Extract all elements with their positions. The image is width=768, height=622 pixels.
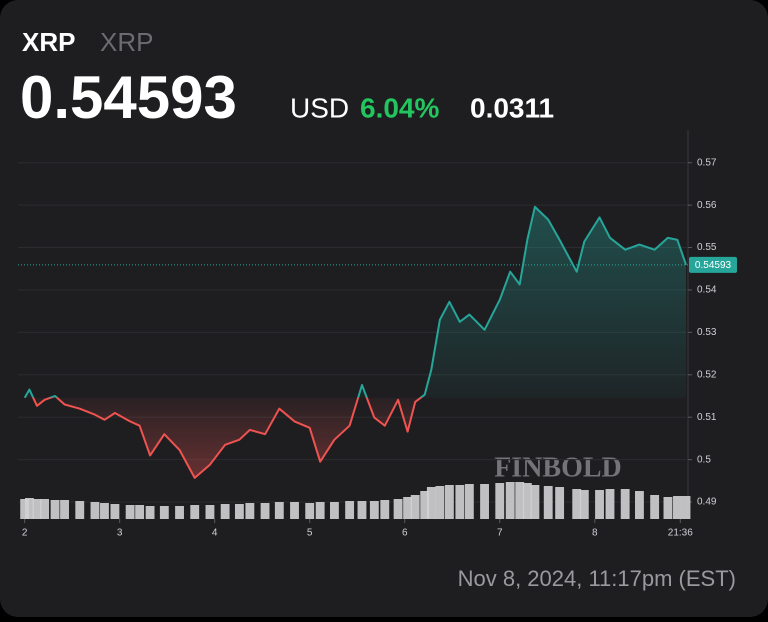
volume-bar	[420, 491, 430, 519]
volume-bar	[315, 502, 325, 519]
volume-bar	[650, 495, 660, 519]
volume-bar	[673, 496, 682, 519]
y-tick-label: 0.56	[697, 200, 717, 211]
currency: USD	[290, 92, 349, 123]
volume-bar	[50, 500, 60, 519]
watermark: FINBOLD	[494, 452, 622, 483]
price-label: 0.54593	[695, 260, 732, 271]
volume-bar	[455, 485, 465, 519]
volume-bar	[464, 484, 474, 519]
volume-bar	[60, 500, 69, 519]
symbol-name: XRP	[100, 27, 153, 57]
symbol: XRP	[22, 27, 75, 57]
volume-bar	[555, 487, 565, 519]
volume-bar	[393, 499, 403, 519]
x-tick-label: 6	[402, 528, 408, 539]
volume-bar	[435, 486, 445, 519]
volume-bar	[530, 485, 540, 519]
volume-bar	[205, 505, 215, 519]
volume-bar	[75, 501, 85, 519]
volume-bar	[480, 484, 489, 519]
volume-bar	[620, 489, 630, 519]
y-tick-label: 0.53	[697, 327, 717, 338]
y-tick-label: 0.55	[697, 242, 717, 253]
timestamp: Nov 8, 2024, 11:17pm (EST)	[458, 566, 736, 591]
volume-bar	[125, 505, 135, 519]
x-tick-label: 3	[117, 528, 123, 539]
x-tick-label: 4	[212, 528, 218, 539]
volume-bar	[572, 489, 582, 519]
volume-bar	[426, 487, 436, 519]
volume-bar	[329, 502, 339, 519]
x-tick-label: 5	[307, 528, 313, 539]
volume-bar	[579, 490, 589, 519]
volume-bar	[681, 496, 691, 519]
volume-bar	[635, 491, 644, 519]
volume-bar	[522, 483, 532, 519]
change: 0.0311	[470, 92, 554, 123]
volume-bar	[20, 499, 30, 519]
y-tick-label: 0.5	[697, 454, 711, 465]
volume-bar	[220, 504, 230, 519]
x-tick-label: 7	[497, 528, 503, 539]
y-tick-label: 0.51	[697, 412, 717, 423]
volume-bar	[245, 503, 255, 519]
volume-bar	[100, 503, 109, 519]
volume-bar	[175, 506, 184, 519]
volume-bar	[305, 503, 315, 519]
volume-bar	[24, 498, 34, 519]
price-line	[23, 205, 687, 479]
volume-bar	[110, 504, 120, 519]
volume-bar	[145, 506, 155, 519]
x-tick-label: 21:36	[668, 528, 693, 539]
y-tick-label: 0.49	[697, 497, 717, 508]
price: 0.54593	[20, 64, 237, 131]
volume-bar	[40, 499, 50, 519]
volume-bar	[495, 483, 505, 519]
volume-bar	[515, 482, 525, 519]
volume-bar	[357, 501, 367, 519]
price-label-box	[689, 256, 737, 273]
volume-bar	[345, 501, 355, 519]
volume-bar	[505, 482, 515, 519]
volume-bar	[444, 485, 454, 519]
volume-bar	[260, 503, 270, 519]
change-percent: 6.04%	[360, 92, 439, 123]
volume-bar	[605, 489, 615, 519]
volume-bar	[380, 500, 390, 519]
volume-bar	[410, 495, 420, 519]
y-tick-label: 0.52	[697, 369, 717, 380]
volume-bar	[190, 505, 200, 519]
volume-bar	[274, 502, 284, 519]
volume-bar	[290, 502, 299, 519]
x-tick-label: 8	[592, 528, 598, 539]
y-tick-label: 0.54	[697, 285, 717, 296]
volume-bar	[595, 490, 604, 519]
line-area	[24, 206, 686, 478]
volume-bar	[135, 505, 145, 519]
volume-bar	[663, 497, 673, 519]
volume-bar	[403, 497, 413, 519]
y-tick-label: 0.57	[697, 157, 717, 168]
volume-bar	[369, 501, 379, 519]
volume-bar	[159, 506, 169, 519]
volume-bar	[234, 504, 244, 519]
volume-bar	[32, 499, 42, 519]
volume-bar	[543, 486, 553, 519]
volume-bar	[90, 502, 100, 519]
x-tick-label: 2	[22, 528, 28, 539]
